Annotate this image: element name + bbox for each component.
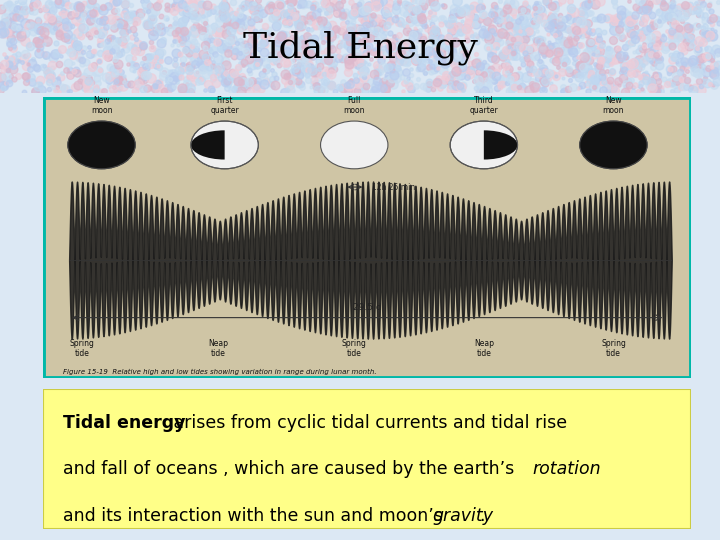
Text: and its interaction with the sun and moon’s: and its interaction with the sun and moo… [63,507,448,525]
Text: Spring
tide: Spring tide [601,339,626,358]
Wedge shape [191,130,225,159]
Ellipse shape [450,121,518,169]
Ellipse shape [320,121,388,169]
Wedge shape [484,130,518,159]
Text: Full
moon: Full moon [343,96,365,116]
Text: New
moon: New moon [603,96,624,116]
Ellipse shape [68,121,135,169]
Text: Neap
tide: Neap tide [474,339,494,358]
Text: Tidal Energy: Tidal Energy [243,30,477,65]
Text: .: . [479,507,484,525]
Ellipse shape [580,121,647,169]
Ellipse shape [191,121,258,169]
Text: and fall of oceans , which are caused by the earth’s: and fall of oceans , which are caused by… [63,461,519,478]
Text: Tidal energy: Tidal energy [63,414,185,432]
Text: Third
quarter: Third quarter [469,96,498,116]
Text: gravity: gravity [432,507,493,525]
Text: arises from cyclic tidal currents and tidal rise: arises from cyclic tidal currents and ti… [168,414,567,432]
Text: rotation: rotation [532,461,601,478]
Text: 12h 25 min: 12h 25 min [372,183,415,192]
Text: New
moon: New moon [91,96,112,116]
Text: 29.5 d: 29.5 d [353,303,382,312]
Ellipse shape [580,121,647,169]
Text: First
quarter: First quarter [210,96,239,116]
Ellipse shape [68,121,135,169]
Text: Figure 15-19  Relative high and low tides showing variation in range during luna: Figure 15-19 Relative high and low tides… [63,369,377,375]
Text: Spring
tide: Spring tide [70,339,94,358]
Text: Spring
tide: Spring tide [342,339,366,358]
Text: Neap
tide: Neap tide [208,339,228,358]
